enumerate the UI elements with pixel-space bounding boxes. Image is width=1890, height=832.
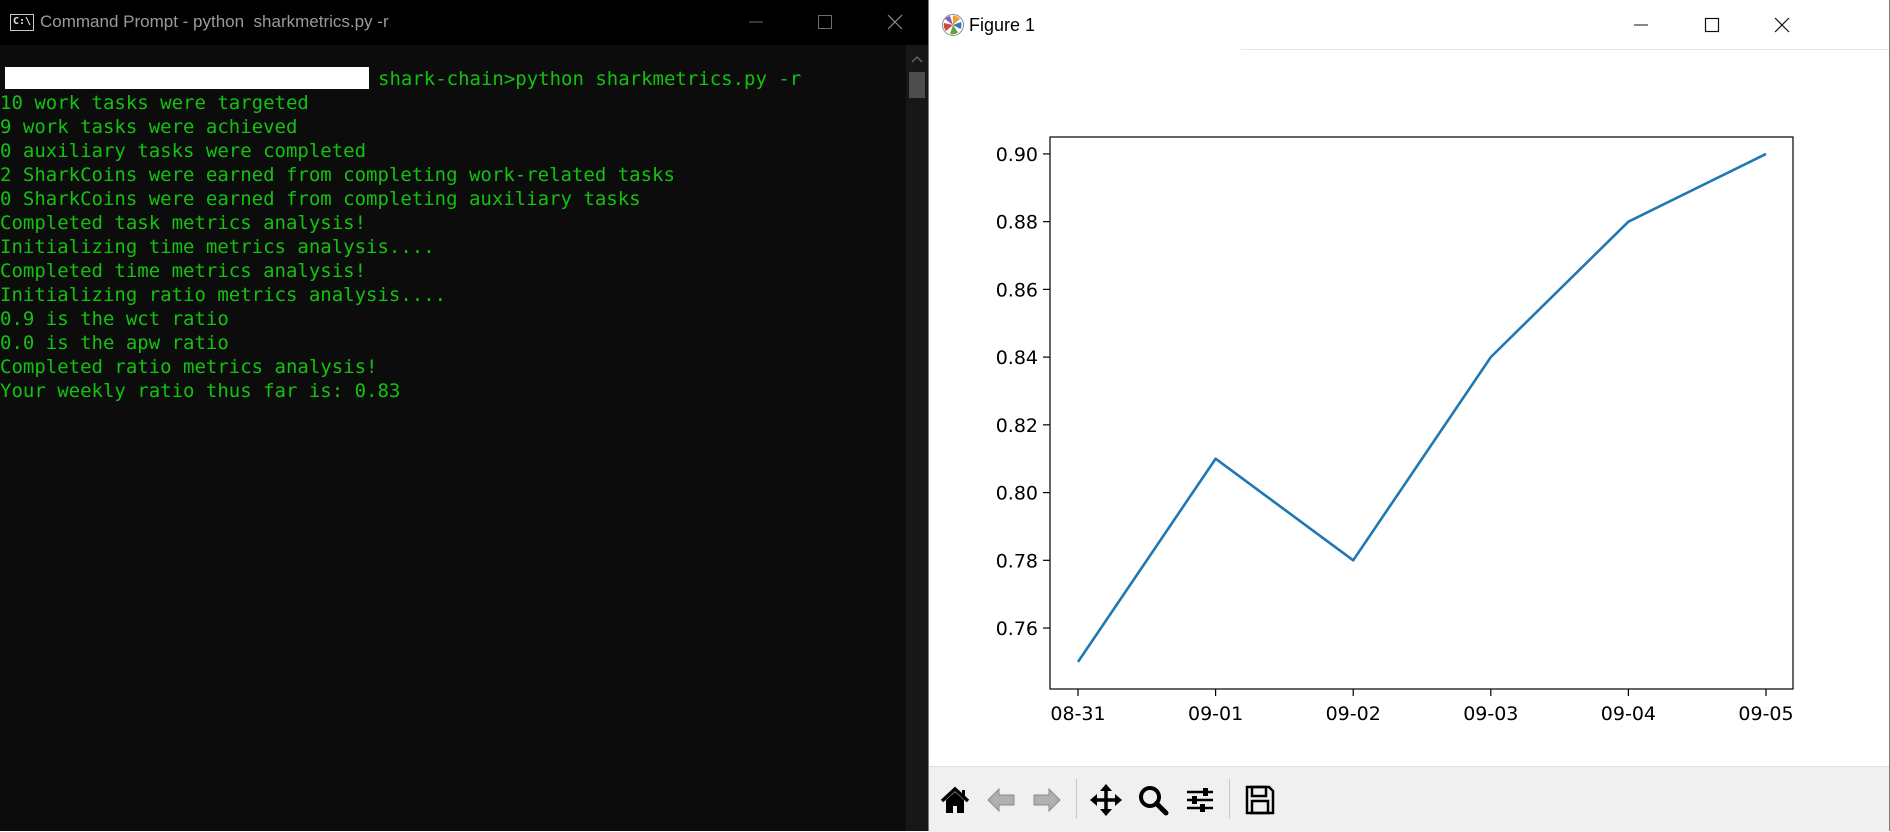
x-tick-label: 09-02: [1326, 703, 1381, 725]
back-button[interactable]: [979, 778, 1023, 822]
command-prompt-window[interactable]: C:\ Command Prompt - python sharkmetrics…: [0, 0, 928, 831]
line-chart[interactable]: 0.76 0.78 0.80 0.82 0.84 0.86 0.88 0.90 08-31 09…: [929, 50, 1889, 766]
cmd-window-title: Command Prompt - python sharkmetrics.py …: [40, 12, 389, 32]
cmd-title-bar[interactable]: C:\ Command Prompt - python sharkmetrics…: [0, 0, 928, 45]
plot-area: [1050, 137, 1793, 689]
close-icon: [887, 14, 903, 30]
figure-minimize-button[interactable]: [1606, 0, 1676, 50]
redacted-path: [5, 67, 369, 89]
figure-maximize-button[interactable]: [1677, 0, 1747, 50]
close-icon: [1774, 17, 1790, 33]
y-axis: 0.76 0.78 0.80 0.82 0.84 0.86 0.88 0.90: [996, 144, 1050, 640]
figure-window-title: Figure 1: [969, 15, 1035, 36]
figure-title-bar[interactable]: Figure 1: [929, 0, 1889, 50]
zoom-icon: [1135, 782, 1171, 818]
output-line: Completed task metrics analysis!: [0, 212, 906, 236]
y-tick-label: 0.78: [996, 550, 1038, 572]
navigation-toolbar: [929, 766, 1889, 832]
console-output[interactable]: shark-chain>python sharkmetrics.py -r 10…: [0, 68, 906, 404]
command-prompt-icon: C:\: [10, 14, 34, 31]
matplotlib-logo-icon: [941, 13, 965, 37]
y-tick-label: 0.84: [996, 347, 1038, 369]
pan-button[interactable]: [1084, 778, 1128, 822]
y-tick-label: 0.90: [996, 144, 1038, 166]
output-line: 10 work tasks were targeted: [0, 92, 906, 116]
x-tick-label: 08-31: [1050, 703, 1105, 725]
output-line: 0 auxiliary tasks were completed: [0, 140, 906, 164]
output-line: Your weekly ratio thus far is: 0.83: [0, 380, 906, 404]
cmd-scrollbar[interactable]: [906, 45, 928, 831]
toolbar-separator: [1076, 779, 1077, 819]
y-tick-label: 0.86: [996, 279, 1038, 301]
y-tick-label: 0.80: [996, 483, 1038, 505]
x-tick-label: 09-03: [1463, 703, 1518, 725]
output-line: Initializing ratio metrics analysis....: [0, 284, 906, 308]
output-line: 0 SharkCoins were earned from completing…: [0, 188, 906, 212]
forward-button[interactable]: [1025, 778, 1069, 822]
pan-icon: [1088, 782, 1124, 818]
output-line: 2 SharkCoins were earned from completing…: [0, 164, 906, 188]
toolbar-separator: [1229, 779, 1230, 819]
save-icon: [1242, 782, 1278, 818]
x-axis: 08-31 09-01 09-02 09-03 09-04 09-05: [1050, 689, 1793, 725]
forward-icon: [1029, 782, 1065, 818]
home-button[interactable]: [933, 778, 977, 822]
output-line: 0.0 is the apw ratio: [0, 332, 906, 356]
home-icon: [937, 782, 973, 818]
back-icon: [983, 782, 1019, 818]
cmd-close-button[interactable]: [866, 0, 924, 45]
output-line: Completed time metrics analysis!: [0, 260, 906, 284]
cmd-maximize-button[interactable]: [796, 0, 854, 45]
output-line: Completed ratio metrics analysis!: [0, 356, 906, 380]
minimize-icon: [748, 14, 764, 30]
figure-close-button[interactable]: [1747, 0, 1817, 50]
minimize-icon: [1633, 17, 1649, 33]
scrollbar-thumb[interactable]: [909, 72, 925, 98]
zoom-button[interactable]: [1131, 778, 1175, 822]
cmd-minimize-button[interactable]: [727, 0, 785, 45]
y-tick-label: 0.82: [996, 415, 1038, 437]
output-line: 9 work tasks were achieved: [0, 116, 906, 140]
y-tick-label: 0.76: [996, 618, 1038, 640]
configure-subplots-button[interactable]: [1178, 778, 1222, 822]
output-line: Initializing time metrics analysis....: [0, 236, 906, 260]
x-tick-label: 09-05: [1738, 703, 1793, 725]
output-line: 0.9 is the wct ratio: [0, 308, 906, 332]
configure-subplots-icon: [1182, 782, 1218, 818]
y-tick-label: 0.88: [996, 212, 1038, 234]
prompt-line: shark-chain>python sharkmetrics.py -r: [0, 68, 906, 92]
maximize-icon: [1704, 17, 1720, 33]
scroll-up-icon[interactable]: [910, 53, 924, 67]
figure-window[interactable]: Figure 1 0.76 0.78 0.80 0.82 0.84 0.86 0.88 0.9…: [928, 0, 1890, 831]
x-tick-label: 09-04: [1601, 703, 1656, 725]
prompt-command: shark-chain>python sharkmetrics.py -r: [378, 68, 801, 90]
save-button[interactable]: [1238, 778, 1282, 822]
maximize-icon: [817, 14, 833, 30]
x-tick-label: 09-01: [1188, 703, 1243, 725]
